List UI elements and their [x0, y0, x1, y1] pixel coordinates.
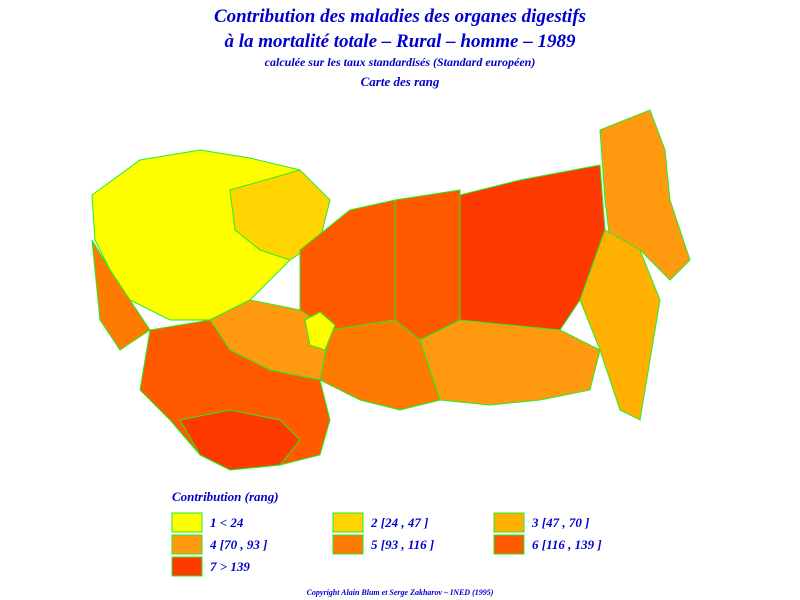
- legend-swatch: [493, 512, 525, 533]
- region: [419, 319, 601, 406]
- legend-swatch: [332, 534, 364, 555]
- legend-label: 5 [93 , 116 ]: [371, 537, 434, 552]
- title: Contribution des maladies des organes di…: [214, 6, 586, 27]
- legend-label: 6 [116 , 139 ]: [532, 537, 602, 552]
- region: [394, 189, 461, 341]
- copyright: Copyright Alain Blum et Serge Zakharov –…: [307, 588, 494, 597]
- legend-label: 4 [70 , 93 ]: [209, 537, 267, 552]
- legend-label: 2 [24 , 47 ]: [370, 515, 428, 530]
- legend-title: Contribution (rang): [172, 489, 279, 504]
- legend-swatch: [171, 534, 203, 555]
- region: [579, 229, 661, 421]
- title: à la mortalité totale – Rural – homme – …: [225, 31, 576, 52]
- region: [304, 311, 336, 351]
- legend-swatch: [171, 512, 203, 533]
- subtitle: calculée sur les taux standardisés (Stan…: [265, 55, 536, 69]
- legend-swatch: [171, 556, 203, 577]
- legend: 1 < 24 2 [24 , 47 ] 3 [47 , 70 ] 4 [70 , 93…: [171, 512, 602, 577]
- legend-label: 1 < 24: [210, 515, 244, 530]
- legend-label: 7 > 139: [210, 559, 250, 574]
- map-title: Carte des rang: [361, 74, 440, 89]
- region: [599, 109, 691, 281]
- region: [319, 319, 441, 411]
- legend-swatch: [493, 534, 525, 555]
- legend-swatch: [332, 512, 364, 533]
- region: [179, 409, 301, 471]
- map: [91, 109, 691, 471]
- legend-label: 3 [47 , 70 ]: [531, 515, 589, 530]
